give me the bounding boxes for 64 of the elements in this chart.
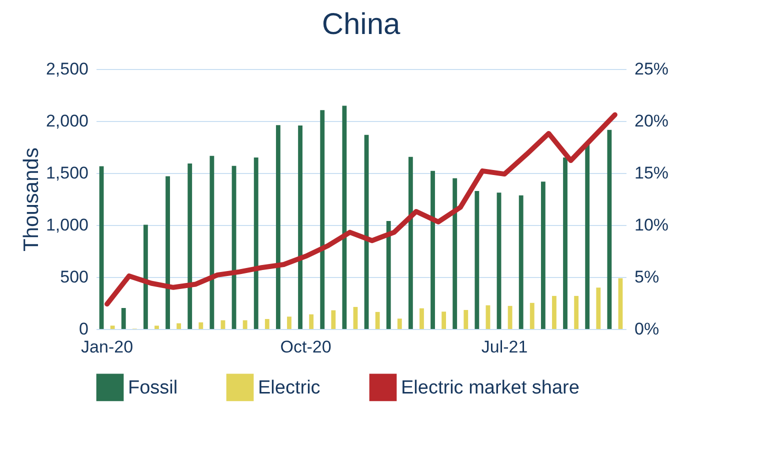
y-tick-label: 500 (60, 268, 88, 286)
bar (166, 176, 170, 329)
bar (530, 302, 534, 329)
y2-tick-label: 5% (634, 268, 660, 286)
bar (287, 316, 292, 329)
bar (143, 224, 148, 329)
y2-tick-label: 10% (634, 216, 669, 234)
legend-label: Electric (258, 377, 320, 398)
bar (574, 296, 579, 329)
bar (420, 308, 424, 329)
bar (276, 125, 280, 329)
bar (254, 158, 258, 329)
bar (496, 192, 502, 329)
bar (298, 125, 302, 329)
bar (375, 312, 380, 329)
bar (618, 278, 623, 329)
bar (552, 296, 556, 329)
bar (99, 166, 104, 329)
bar (198, 322, 204, 329)
y2-tick-label: 20% (634, 112, 669, 130)
bar (596, 288, 601, 329)
bar (563, 158, 568, 329)
bar (353, 306, 358, 329)
bar (320, 110, 325, 329)
y2-tick-label: 0% (634, 320, 660, 338)
bar (397, 318, 402, 329)
y-axis-title: Thousands (20, 148, 43, 252)
bar (442, 312, 446, 329)
bar (508, 306, 512, 329)
legend-label: Electric market share (401, 377, 580, 398)
bar (242, 320, 248, 329)
x-tick-label: Jul-21 (481, 338, 528, 356)
legend-label: Fossil (128, 377, 178, 398)
bar (210, 156, 214, 329)
y-tick-label: 0 (79, 320, 88, 338)
bar (518, 195, 524, 329)
bar (408, 156, 413, 329)
y2-tick-label: 25% (634, 60, 669, 78)
y-tick-label: 1,500 (46, 164, 88, 182)
bar (176, 323, 182, 329)
bar (452, 178, 458, 329)
y-tick-label: 1,000 (46, 216, 88, 234)
bar (474, 190, 480, 329)
bar (342, 106, 347, 329)
y2-tick-label: 15% (634, 164, 669, 182)
bar (154, 326, 159, 329)
bar (110, 326, 115, 329)
bar (386, 221, 391, 329)
bar (309, 314, 314, 329)
chart-title: China (322, 8, 401, 41)
bar (585, 144, 590, 329)
bar (121, 308, 126, 329)
bar (430, 170, 435, 329)
y-tick-label: 2,000 (46, 112, 88, 130)
bar (486, 305, 490, 329)
bar (607, 130, 612, 329)
x-tick-label: Jan-20 (81, 338, 134, 356)
y-tick-label: 2,500 (46, 60, 88, 78)
x-tick-label: Oct-20 (280, 338, 332, 356)
bar (331, 310, 336, 329)
bar (264, 319, 270, 329)
bar (540, 182, 546, 329)
bar (464, 310, 468, 329)
bar (188, 164, 192, 329)
